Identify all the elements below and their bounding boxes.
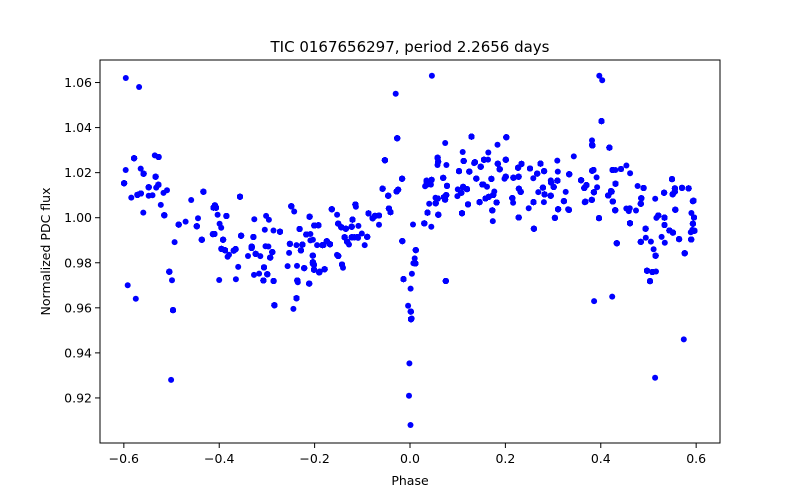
chart-title: TIC 0167656297, period 2.2656 days	[269, 38, 549, 56]
data-point	[284, 263, 291, 270]
data-point	[658, 233, 665, 240]
data-point	[589, 137, 595, 144]
data-point	[540, 199, 547, 206]
data-point	[410, 221, 416, 228]
data-point	[122, 167, 129, 173]
data-point	[407, 285, 414, 292]
data-point	[157, 201, 164, 208]
data-point	[408, 316, 414, 323]
data-point	[626, 205, 633, 212]
data-point	[195, 215, 201, 222]
data-point	[427, 181, 434, 188]
data-point	[169, 277, 175, 284]
data-point	[421, 220, 428, 227]
data-point	[128, 194, 135, 201]
data-point	[270, 227, 277, 234]
data-point	[594, 184, 601, 191]
data-point	[182, 218, 189, 225]
data-point	[286, 249, 293, 256]
data-point	[245, 253, 251, 259]
data-point	[251, 271, 257, 278]
data-point	[406, 360, 413, 367]
data-point	[218, 224, 225, 231]
data-point	[257, 253, 264, 260]
data-point	[314, 242, 321, 249]
data-point	[309, 236, 316, 243]
data-point	[642, 234, 649, 241]
scatter-points	[121, 72, 698, 428]
data-point	[443, 162, 450, 168]
data-point	[160, 189, 167, 196]
data-point	[214, 211, 221, 218]
data-point	[140, 209, 147, 216]
data-point	[647, 238, 654, 245]
data-point	[593, 174, 600, 181]
data-point	[216, 277, 223, 283]
data-point	[426, 200, 433, 207]
data-point	[200, 188, 207, 195]
data-point	[650, 246, 657, 253]
data-point	[376, 221, 382, 228]
data-point	[570, 153, 577, 160]
data-point	[293, 242, 300, 249]
data-point	[633, 207, 639, 214]
data-point	[262, 243, 269, 250]
data-point	[232, 276, 239, 283]
data-point	[428, 176, 435, 183]
data-point	[408, 270, 415, 277]
data-point	[294, 262, 300, 269]
data-point	[623, 162, 630, 169]
data-point	[688, 210, 695, 216]
data-point	[485, 149, 492, 156]
data-point	[309, 252, 316, 259]
data-point	[428, 223, 435, 230]
data-point	[261, 226, 268, 233]
data-point	[226, 251, 232, 258]
data-point	[251, 216, 258, 223]
data-point	[554, 168, 561, 175]
data-point	[411, 255, 418, 262]
data-point	[489, 218, 496, 225]
data-point	[652, 195, 659, 202]
data-point	[290, 305, 297, 312]
data-point	[661, 222, 668, 228]
data-point	[554, 157, 561, 164]
data-point	[328, 206, 335, 213]
data-point	[510, 199, 517, 206]
data-point	[627, 170, 634, 177]
data-point	[152, 173, 159, 180]
data-point	[265, 216, 272, 223]
data-point	[361, 242, 368, 249]
data-point	[590, 189, 597, 196]
data-point	[562, 188, 569, 195]
data-point	[634, 183, 641, 189]
data-point	[235, 263, 242, 270]
data-point	[358, 230, 365, 237]
data-point	[442, 140, 449, 146]
data-point	[291, 208, 298, 215]
data-point	[171, 239, 178, 246]
data-point	[145, 184, 152, 191]
data-point	[525, 205, 532, 212]
data-point	[256, 270, 263, 277]
data-point	[672, 206, 679, 213]
data-point	[188, 197, 195, 203]
data-point	[405, 302, 412, 309]
data-point	[459, 149, 466, 155]
data-point	[334, 211, 341, 218]
data-point	[149, 192, 156, 199]
data-point	[137, 165, 144, 172]
data-point	[661, 239, 668, 246]
data-point	[638, 195, 645, 202]
data-point	[494, 141, 501, 148]
data-point	[530, 175, 537, 182]
data-point	[535, 189, 542, 196]
data-point	[355, 222, 362, 229]
